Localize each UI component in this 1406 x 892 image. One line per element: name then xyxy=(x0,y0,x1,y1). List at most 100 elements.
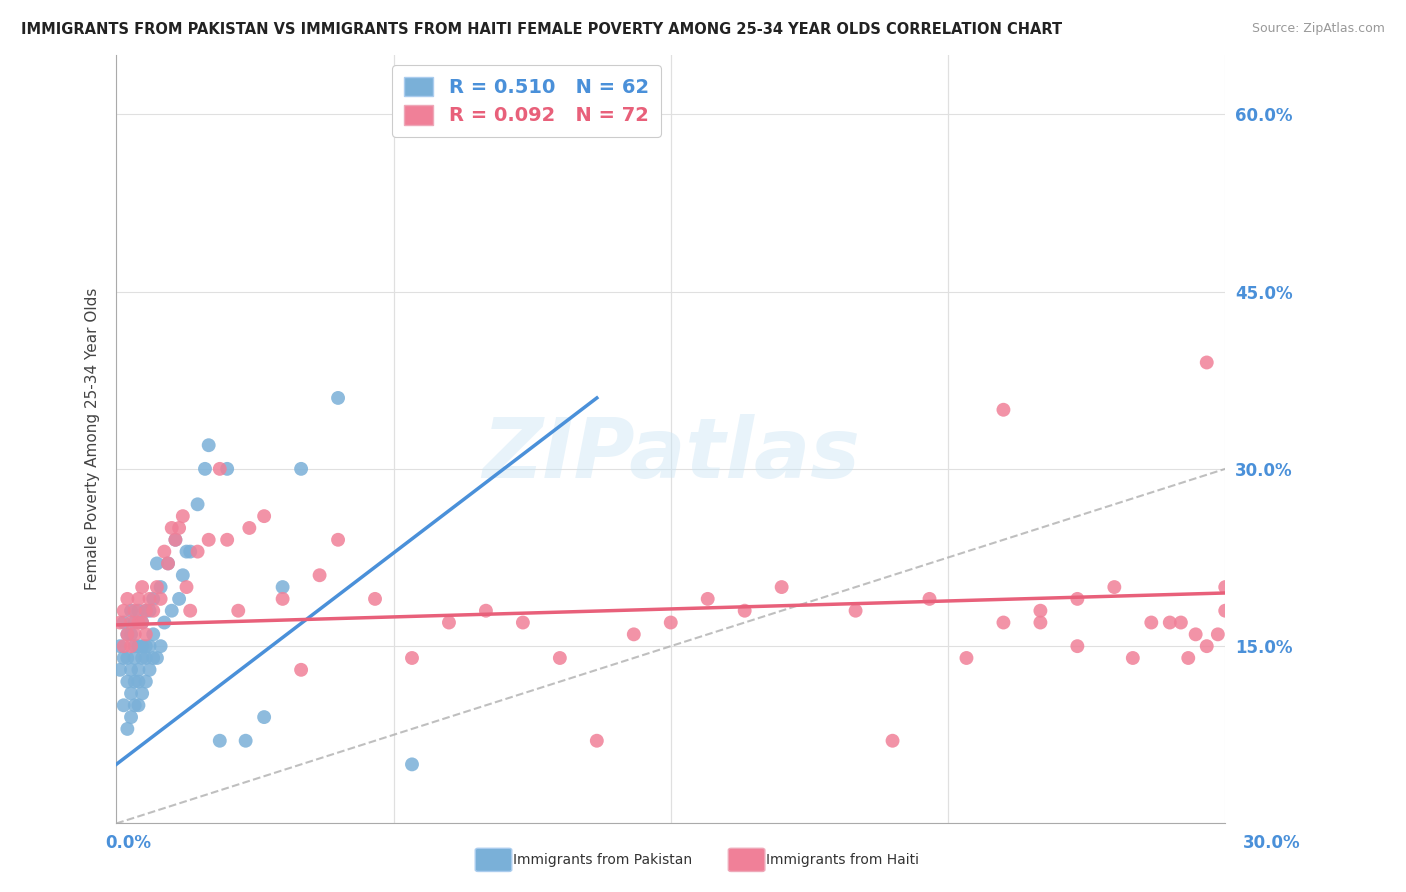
Point xyxy=(153,544,176,558)
Point xyxy=(142,591,165,606)
Point xyxy=(112,698,135,713)
Point xyxy=(1195,639,1218,653)
Point xyxy=(127,604,149,618)
Point xyxy=(149,580,172,594)
Point xyxy=(131,639,153,653)
Point xyxy=(112,651,135,665)
Point xyxy=(271,591,294,606)
Text: 30.0%: 30.0% xyxy=(1243,834,1301,852)
Point xyxy=(138,591,160,606)
Text: Source: ZipAtlas.com: Source: ZipAtlas.com xyxy=(1251,22,1385,36)
Point xyxy=(290,663,312,677)
Point xyxy=(176,580,198,594)
Point xyxy=(1029,615,1052,630)
Point xyxy=(217,533,239,547)
Point xyxy=(117,651,139,665)
Point xyxy=(120,686,142,700)
Point xyxy=(117,674,139,689)
Point xyxy=(401,651,423,665)
Point xyxy=(176,544,198,558)
Point xyxy=(548,651,571,665)
Point xyxy=(1213,604,1236,618)
Point xyxy=(475,604,498,618)
Point xyxy=(955,651,977,665)
Point xyxy=(124,674,146,689)
Point xyxy=(124,627,146,641)
Point xyxy=(138,639,160,653)
Point xyxy=(117,722,139,736)
Point xyxy=(131,580,153,594)
Point xyxy=(127,639,149,653)
Point xyxy=(253,710,276,724)
Point xyxy=(993,402,1015,417)
Point xyxy=(165,533,187,547)
Point xyxy=(149,591,172,606)
Point xyxy=(142,651,165,665)
Point xyxy=(187,497,209,511)
Legend: R = 0.510   N = 62, R = 0.092   N = 72: R = 0.510 N = 62, R = 0.092 N = 72 xyxy=(392,65,661,137)
Point xyxy=(194,462,217,476)
Point xyxy=(1206,627,1229,641)
Point xyxy=(131,686,153,700)
Point xyxy=(127,615,149,630)
Point xyxy=(187,544,209,558)
Point xyxy=(401,757,423,772)
Point xyxy=(120,615,142,630)
Point xyxy=(1066,591,1088,606)
Point xyxy=(364,591,387,606)
Point xyxy=(124,698,146,713)
Point xyxy=(437,615,460,630)
Point xyxy=(918,591,941,606)
Point xyxy=(131,651,153,665)
Point xyxy=(208,462,231,476)
Point xyxy=(585,733,607,747)
Point xyxy=(585,107,607,121)
Point xyxy=(1184,627,1206,641)
Point xyxy=(127,674,149,689)
Point xyxy=(135,604,157,618)
Point xyxy=(217,462,239,476)
Point xyxy=(120,627,142,641)
Point xyxy=(117,627,139,641)
Point xyxy=(120,663,142,677)
Point xyxy=(172,568,194,582)
Point xyxy=(138,663,160,677)
Point xyxy=(124,651,146,665)
Point xyxy=(197,438,219,452)
Point xyxy=(308,568,330,582)
Point xyxy=(845,604,868,618)
Point xyxy=(290,462,312,476)
Point xyxy=(138,604,160,618)
Point xyxy=(120,604,142,618)
Point xyxy=(1104,580,1126,594)
Point xyxy=(770,580,793,594)
Point xyxy=(659,615,682,630)
Point xyxy=(146,651,169,665)
Text: Immigrants from Pakistan: Immigrants from Pakistan xyxy=(513,853,692,867)
Point xyxy=(623,627,645,641)
Point xyxy=(142,604,165,618)
Point xyxy=(1140,615,1163,630)
Point xyxy=(238,521,260,535)
Text: IMMIGRANTS FROM PAKISTAN VS IMMIGRANTS FROM HAITI FEMALE POVERTY AMONG 25-34 YEA: IMMIGRANTS FROM PAKISTAN VS IMMIGRANTS F… xyxy=(21,22,1062,37)
Point xyxy=(149,639,172,653)
Point xyxy=(696,591,718,606)
Point xyxy=(179,604,201,618)
Point xyxy=(157,557,180,571)
Point xyxy=(1122,651,1144,665)
Point xyxy=(108,639,131,653)
Point xyxy=(157,557,180,571)
Text: ZIPatlas: ZIPatlas xyxy=(482,414,859,495)
Point xyxy=(117,591,139,606)
Point xyxy=(197,533,219,547)
Text: Immigrants from Haiti: Immigrants from Haiti xyxy=(766,853,920,867)
Point xyxy=(167,591,190,606)
Point xyxy=(165,533,187,547)
Point xyxy=(172,509,194,524)
Point xyxy=(734,604,756,618)
Point xyxy=(142,627,165,641)
Point xyxy=(120,710,142,724)
Point xyxy=(271,580,294,594)
Point xyxy=(235,733,257,747)
Point xyxy=(326,533,349,547)
